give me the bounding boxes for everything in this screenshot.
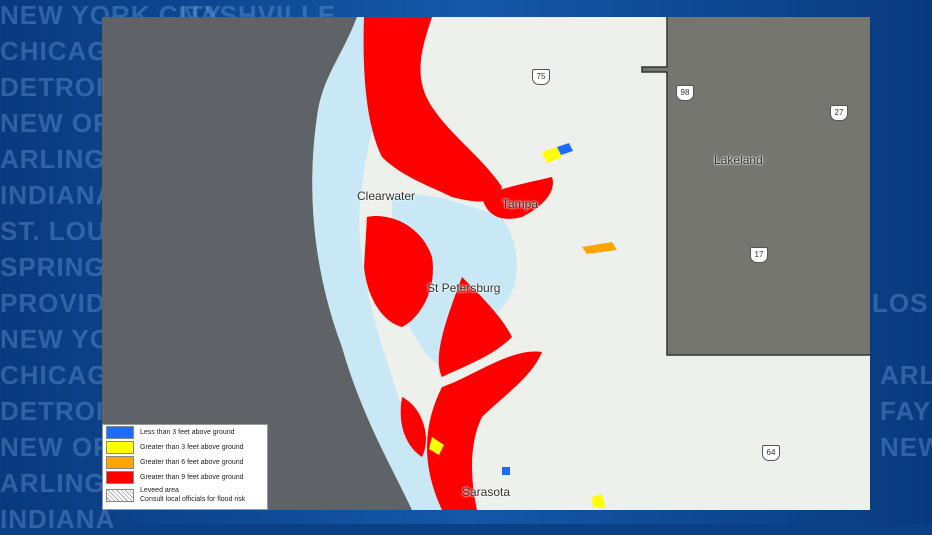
background-word: INDIANA [0,504,116,534]
legend-item: Greater than 3 feet above ground [103,440,267,455]
highway-shield: 27 [830,105,848,121]
highway-shield: 98 [676,85,694,101]
legend-item: Less than 3 feet above ground [103,425,267,440]
background-word: FAYETTEVILLE [880,396,932,426]
city-label: Tampa [502,197,539,211]
background-word: INDIANA [0,180,116,210]
city-label: St Petersburg [427,281,501,295]
legend-swatch [106,426,134,439]
legend-label: Less than 3 feet above ground [140,429,235,436]
legend-swatch-hatched [106,488,134,502]
background-word: ARLINGTON [880,360,932,390]
city-label: Clearwater [357,189,416,203]
legend-swatch [106,471,134,484]
legend-swatch [106,441,134,454]
legend-item: Greater than 9 feet above ground [103,470,267,485]
highway-shield: 64 [762,445,780,461]
legend-item-levee: Leveed area Consult local officials for f… [103,485,267,505]
city-label: Lakeland [714,153,763,167]
legend-item: Greater than 6 feet above ground [103,455,267,470]
legend-label: Greater than 6 feet above ground [140,459,244,466]
background-word: DETROIT [0,72,122,102]
legend-label: Greater than 9 feet above ground [140,474,244,481]
legend-label: Greater than 3 feet above ground [140,444,244,451]
city-label: Sarasota [462,485,511,499]
legend-note: Consult local officials for flood risk [140,496,246,503]
highway-shield: 17 [750,247,768,263]
highway-shield: 75 [532,69,550,85]
legend-swatch [106,456,134,469]
map-legend: Less than 3 feet above ground Greater th… [102,424,268,510]
background-word: DETROIT [0,396,122,426]
background-word: LOS ANGELES [872,288,932,318]
legend-label: Leveed area [140,487,179,494]
background-word: NEW ORLEANS [880,432,932,462]
